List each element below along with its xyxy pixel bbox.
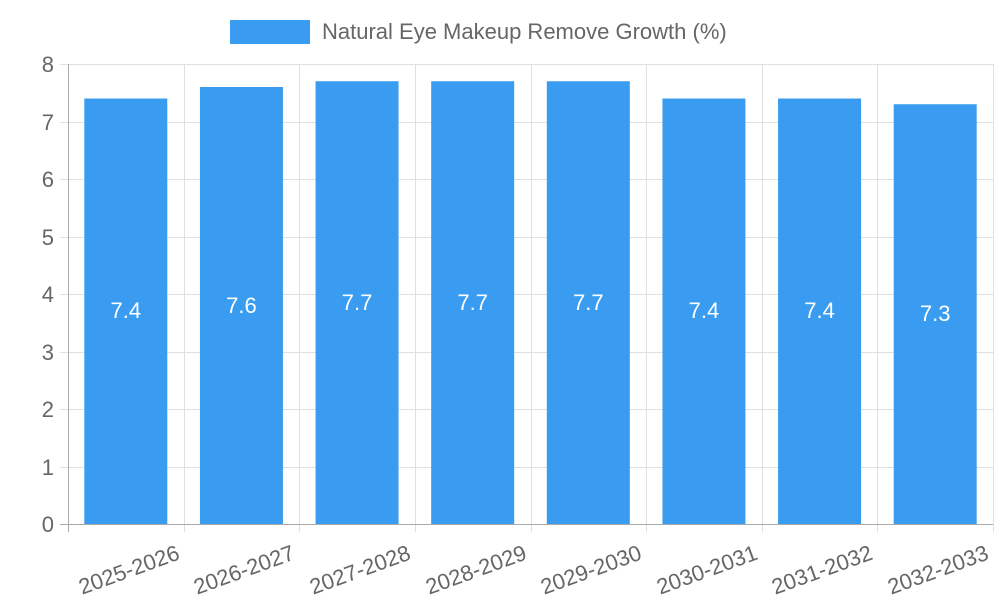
bar-value-label: 7.4: [804, 298, 835, 324]
bar-value-label: 7.7: [457, 289, 488, 315]
bar-value-label: 7.4: [110, 298, 142, 324]
bar-value-label: 7.4: [688, 298, 720, 324]
bar-2029-2030[interactable]: [546, 81, 630, 524]
y-tick-label: 7: [41, 109, 54, 135]
bar-value-label: 7.7: [573, 289, 604, 315]
bar-2026-2027[interactable]: [199, 87, 283, 524]
y-tick-label: 6: [41, 166, 54, 192]
bar-2030-2031[interactable]: [662, 98, 746, 525]
bar-value-label: 7.7: [341, 289, 373, 315]
y-tick-label: 1: [41, 454, 54, 480]
bar-value-label: 7.6: [226, 292, 257, 318]
y-tick-label: 4: [41, 281, 54, 307]
legend-label: Natural Eye Makeup Remove Growth (%): [322, 19, 727, 44]
y-tick-label: 0: [41, 511, 54, 537]
bar-2025-2026[interactable]: [84, 98, 168, 525]
y-tick-label: 5: [41, 224, 54, 250]
bar-2028-2029[interactable]: [431, 81, 515, 524]
legend-swatch: [230, 20, 310, 44]
y-tick-label: 3: [41, 339, 54, 365]
y-tick-label: 8: [41, 51, 54, 77]
bars: [84, 81, 977, 525]
bar-value-label: 7.3: [919, 301, 951, 327]
bar-2031-2032[interactable]: [778, 98, 862, 525]
bar-2027-2028[interactable]: [315, 81, 399, 524]
bar-2032-2033[interactable]: [893, 104, 977, 524]
chart-legend[interactable]: Natural Eye Makeup Remove Growth (%): [230, 19, 727, 44]
y-tick-label: 2: [41, 396, 54, 422]
